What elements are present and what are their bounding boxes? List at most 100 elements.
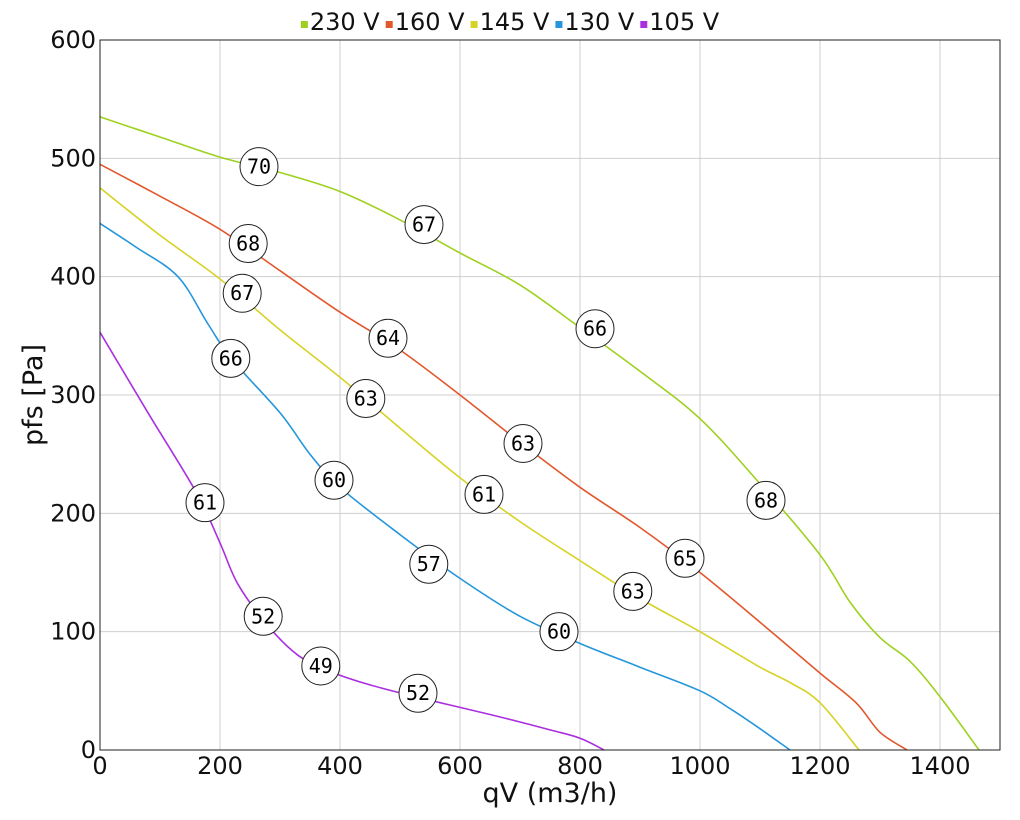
legend: 230 V 160 V 145 V 130 V 105 V: [300, 8, 720, 36]
x-tick-label: 1200: [789, 752, 850, 780]
marker-label: 64: [376, 326, 400, 350]
x-tick-label: 400: [317, 752, 363, 780]
y-tick-label: 200: [50, 499, 96, 527]
marker-label: 68: [236, 232, 260, 256]
x-tick-label: 0: [92, 752, 107, 780]
marker-label: 67: [412, 213, 436, 237]
marker-label: 65: [673, 546, 697, 570]
curve-marker: 52: [398, 673, 438, 713]
curve-marker: 52: [243, 596, 283, 636]
x-axis-title: qV (m3/h): [483, 778, 618, 809]
grid: [99, 39, 1000, 751]
curve-marker: 63: [613, 571, 653, 611]
y-axis-ticks: 0 100 200 300 400 500 600: [50, 26, 96, 764]
marker-label: 63: [354, 387, 378, 411]
marker-circle: [398, 673, 438, 713]
marker-circle: [464, 474, 504, 514]
y-axis-title: pfs [Pa]: [18, 344, 49, 446]
legend-item: 105 V: [640, 8, 720, 36]
marker-circle: [301, 646, 341, 686]
marker-label: 63: [621, 579, 645, 603]
legend-swatch: [555, 21, 563, 28]
series-line-160v: [99, 163, 908, 751]
x-tick-label: 1400: [909, 752, 970, 780]
marker-circle: [239, 147, 279, 187]
curve-marker: 57: [409, 544, 449, 584]
marker-label: 67: [230, 281, 254, 305]
marker-label: 60: [547, 620, 571, 644]
curve-marker: 66: [575, 309, 615, 349]
curve-marker: 68: [228, 224, 268, 264]
marker-circle: [243, 596, 283, 636]
y-tick-label: 0: [81, 736, 96, 764]
y-tick-label: 400: [50, 263, 96, 291]
marker-circle: [346, 379, 386, 419]
marker-circle: [185, 483, 225, 523]
legend-swatch: [385, 21, 393, 28]
series-line-130v: [99, 222, 791, 751]
curve-marker: 67: [404, 205, 444, 245]
legend-swatch: [470, 21, 478, 28]
marker-circle: [539, 612, 579, 652]
curve-marker: 65: [665, 538, 705, 578]
curve-marker: 60: [314, 460, 354, 500]
legend-label: 230 V: [310, 8, 380, 36]
curve-marker: 61: [185, 483, 225, 523]
curve-marker: 60: [539, 612, 579, 652]
marker-label: 52: [406, 681, 430, 705]
x-tick-label: 800: [557, 752, 603, 780]
curve-marker: 63: [503, 424, 543, 464]
curve-marker: 66: [211, 338, 251, 378]
legend-item: 160 V: [385, 8, 465, 36]
curve-marker: 68: [746, 480, 786, 520]
legend-label: 145 V: [480, 8, 550, 36]
legend-item: 145 V: [470, 8, 550, 36]
marker-label: 68: [754, 488, 778, 512]
legend-item: 130 V: [555, 8, 635, 36]
marker-circle: [404, 205, 444, 245]
plot-frame: [99, 39, 1001, 751]
marker-label: 66: [219, 346, 243, 370]
marker-circle: [746, 480, 786, 520]
x-tick-label: 200: [197, 752, 243, 780]
marker-label: 70: [247, 155, 271, 179]
curve-marker: 64: [368, 318, 408, 358]
marker-circle: [228, 224, 268, 264]
x-tick-label: 1000: [669, 752, 730, 780]
y-tick-label: 100: [50, 618, 96, 646]
marker-label: 61: [193, 491, 217, 515]
marker-circle: [503, 424, 543, 464]
legend-label: 105 V: [649, 8, 719, 36]
marker-circle: [613, 571, 653, 611]
y-tick-label: 500: [50, 144, 96, 172]
marker-circle: [222, 273, 262, 313]
marker-circle: [665, 538, 705, 578]
legend-swatch: [640, 21, 648, 28]
marker-circle: [575, 309, 615, 349]
curve-marker: 67: [222, 273, 262, 313]
marker-label: 61: [472, 482, 496, 506]
marker-label: 57: [417, 552, 441, 576]
marker-circle: [368, 318, 408, 358]
curve-marker: 63: [346, 379, 386, 419]
legend-label: 160 V: [395, 8, 465, 36]
curve-marker: 61: [464, 474, 504, 514]
marker-circle: [211, 338, 251, 378]
marker-circle: [409, 544, 449, 584]
marker-label: 49: [309, 654, 333, 678]
y-tick-label: 300: [50, 381, 96, 409]
curve-marker: 49: [301, 646, 341, 686]
curve-markers: 70 67 66 68 68 64 63 65 67 63 61 63 66 60 57 60 61 52 49 52: [185, 147, 786, 713]
marker-label: 60: [322, 468, 346, 492]
x-tick-label: 600: [437, 752, 483, 780]
marker-label: 52: [251, 604, 275, 628]
curve-marker: 70: [239, 147, 279, 187]
series-line-145v: [99, 187, 860, 751]
x-axis-ticks: 0 200 400 600 800 1000 1200 1400: [92, 752, 970, 780]
marker-label: 66: [583, 317, 607, 341]
legend-label: 130 V: [564, 8, 634, 36]
marker-label: 63: [511, 432, 535, 456]
marker-circle: [314, 460, 354, 500]
legend-swatch: [300, 21, 308, 28]
